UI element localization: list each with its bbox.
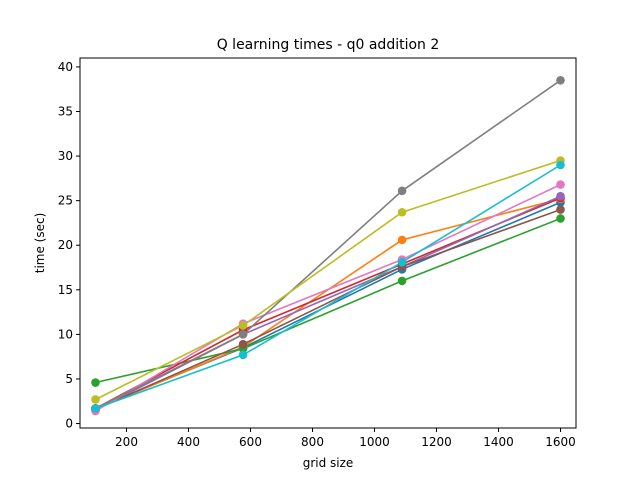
series-line-8	[95, 79, 561, 410]
data-point	[556, 160, 565, 170]
y-tick-label: 30	[58, 149, 73, 163]
series-line-6	[95, 208, 561, 411]
data-point	[91, 378, 100, 387]
series-points	[91, 75, 565, 416]
data-point	[397, 235, 407, 245]
series-line-9	[95, 159, 561, 401]
y-tick-label: 20	[58, 238, 73, 252]
data-point	[91, 395, 100, 404]
series-line-5	[95, 195, 561, 411]
data-point	[397, 186, 407, 196]
series-line-3	[95, 217, 561, 384]
y-tick-label: 5	[65, 372, 73, 386]
data-point	[556, 191, 565, 201]
data-point	[556, 214, 565, 223]
x-tick-label: 1600	[545, 435, 576, 449]
plot-frame	[79, 57, 577, 429]
data-point	[556, 180, 565, 189]
y-tick-label: 10	[58, 327, 73, 341]
x-tick-label: 1400	[483, 435, 514, 449]
x-axis: 200 400 600 800 1000 1200 1400 1600	[115, 428, 576, 449]
data-point	[556, 205, 565, 214]
y-tick-label: 35	[58, 104, 73, 118]
data-point	[556, 75, 565, 85]
x-tick-label: 800	[301, 435, 324, 449]
data-point	[238, 330, 248, 339]
data-point	[238, 350, 248, 360]
y-tick-label: 25	[58, 194, 73, 208]
y-tick-label: 0	[65, 417, 73, 431]
series-lines	[95, 79, 561, 412]
y-axis: 0 5 10 15 20 25 30 35 40	[58, 60, 80, 431]
plot-area	[80, 58, 576, 428]
x-tick-label: 400	[177, 435, 200, 449]
data-point	[397, 257, 407, 267]
series-line-2	[95, 198, 561, 411]
x-tick-label: 200	[115, 435, 138, 449]
x-tick-label: 1000	[359, 435, 390, 449]
data-point	[238, 321, 248, 330]
data-point	[91, 404, 100, 413]
data-point	[397, 276, 407, 286]
x-axis-label: grid size	[303, 456, 354, 470]
y-tick-label: 15	[58, 283, 73, 297]
x-tick-label: 600	[239, 435, 262, 449]
data-point	[238, 339, 248, 349]
data-point	[397, 207, 407, 217]
x-tick-label: 1200	[421, 435, 452, 449]
y-tick-label: 40	[58, 60, 73, 74]
series-line-7	[95, 183, 561, 412]
series-line-10	[95, 164, 561, 410]
y-axis-label: time (sec)	[33, 213, 47, 274]
chart-title: Q learning times - q0 addition 2	[217, 37, 440, 53]
